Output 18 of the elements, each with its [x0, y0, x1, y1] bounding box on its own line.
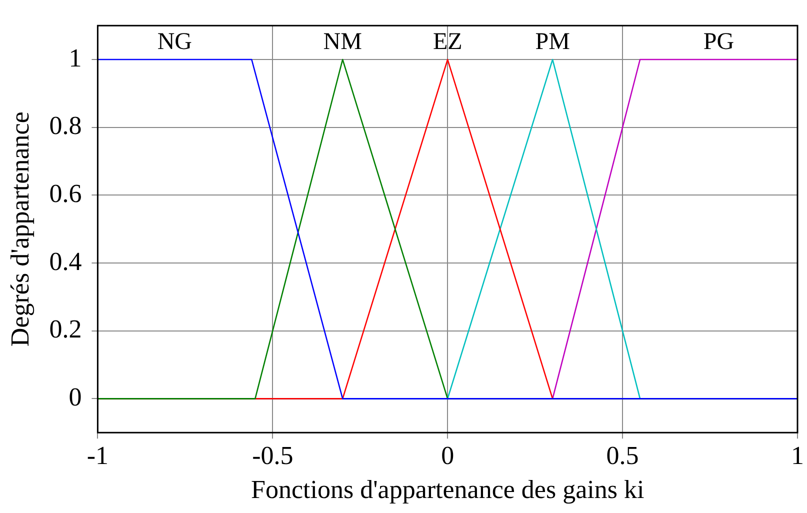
x-tick-label: 0.5 — [606, 441, 639, 470]
x-tick-label: 1 — [791, 441, 804, 470]
y-tick-label: 0.2 — [49, 314, 82, 344]
y-axis-title: Degrés d'appartenance — [5, 112, 34, 347]
y-tick-label: 0.8 — [49, 111, 82, 140]
series-label: EZ — [432, 28, 462, 55]
series-label: NM — [323, 28, 362, 55]
x-tick-label: -0.5 — [252, 441, 294, 470]
y-tick-label: 0.4 — [49, 246, 82, 276]
y-tick-label: 1 — [68, 43, 82, 72]
x-axis-title: Fonctions d'appartenance des gains ki — [251, 475, 644, 504]
y-tick-label: 0.6 — [49, 179, 82, 208]
series-label: PM — [535, 28, 570, 55]
series-label: NG — [157, 28, 192, 55]
x-tick-label: -1 — [86, 441, 109, 470]
series-label: PG — [703, 28, 734, 55]
x-tick-label: 0 — [441, 441, 454, 470]
y-tick-label: 0 — [68, 382, 82, 412]
